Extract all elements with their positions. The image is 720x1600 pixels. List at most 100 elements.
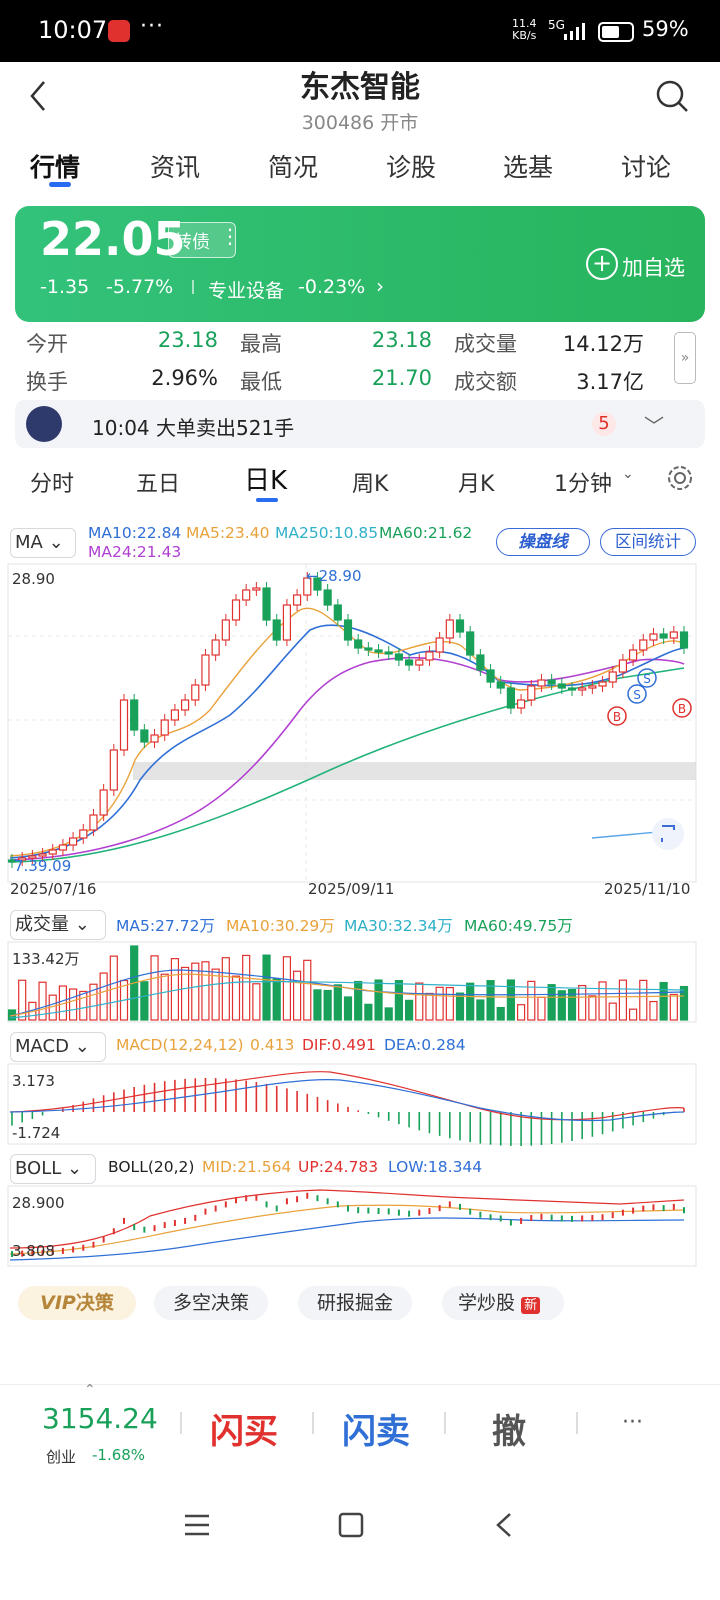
sector-link[interactable]: 专业设备: [208, 280, 285, 302]
boll-chart[interactable]: 28.900 3.808: [0, 1184, 720, 1268]
news-ticker[interactable]: [15, 400, 705, 448]
volume-bar: [38, 981, 47, 1021]
candle-body: [58, 844, 68, 851]
divider: [180, 1412, 182, 1434]
candle-body: [364, 647, 373, 651]
kline-chart[interactable]: B B S S 28.90 ←28.90 7.39.09 2025/07/16 …: [0, 560, 720, 900]
search-button[interactable]: [654, 78, 690, 114]
period-tab-1min[interactable]: 1分钟: [554, 472, 612, 497]
candle-body: [191, 684, 200, 701]
volume-bar: [404, 999, 414, 1021]
vip-suffix: 决策: [75, 1292, 114, 1314]
flash-sell-button[interactable]: 闪卖: [342, 1412, 410, 1452]
stat-turnover-label: 换手: [26, 370, 68, 394]
candle-body: [598, 681, 607, 687]
period-tab-weekly[interactable]: 周K: [352, 472, 389, 497]
candle-body: [18, 857, 27, 861]
tab-news[interactable]: 资讯: [150, 153, 201, 182]
range-stats-button[interactable]: 区间统计: [600, 528, 696, 556]
more-button[interactable]: ···: [622, 1410, 643, 1435]
learn-chip[interactable]: 学炒股 新: [442, 1286, 564, 1320]
period-tab-indicator: [256, 498, 278, 502]
plus-circle-icon[interactable]: +: [586, 248, 618, 280]
macd-chart[interactable]: 3.173 -1.724: [0, 1062, 720, 1146]
signal-type: 5G: [548, 18, 565, 32]
trading-lines-button[interactable]: 操盘线: [496, 528, 590, 556]
boll-selector[interactable]: BOLL ⌄: [10, 1154, 96, 1184]
period-tab-monthly[interactable]: 月K: [458, 472, 495, 497]
back-nav-icon[interactable]: [494, 1512, 514, 1538]
vip-decision-chip[interactable]: VIP决策: [18, 1286, 136, 1320]
cancel-order-button[interactable]: 撤: [492, 1412, 526, 1452]
buy-marker-label: B: [613, 710, 621, 724]
tab-quote[interactable]: 行情: [30, 153, 81, 182]
volume-bar: [547, 984, 556, 1021]
tab-funds[interactable]: 选基: [503, 153, 554, 182]
kline-high-arrow: ←28.90: [306, 567, 362, 585]
divider: [0, 1384, 720, 1385]
volume-bar: [201, 961, 210, 1021]
volume-bar: [394, 979, 404, 1021]
add-favorite-button[interactable]: 加自选: [622, 256, 685, 280]
home-icon[interactable]: [338, 1512, 364, 1538]
stat-amount-label: 成交额: [454, 370, 517, 394]
volume-bar: [516, 1004, 526, 1021]
sector-change: -0.23%: [298, 276, 366, 298]
back-button[interactable]: [22, 78, 58, 114]
news-text[interactable]: 10:04 大单卖出521手: [92, 416, 295, 440]
candle-body: [282, 604, 292, 641]
chevron-down-icon[interactable]: ﹀: [644, 414, 664, 438]
macd-min-label: -1.724: [12, 1124, 60, 1142]
kebab-icon[interactable]: ⋮: [220, 224, 240, 248]
period-tab-5day[interactable]: 五日: [136, 472, 181, 497]
macd-selector[interactable]: MACD ⌄: [10, 1032, 106, 1062]
macd-histogram: [11, 1078, 685, 1146]
period-tab-daily[interactable]: 日K: [244, 466, 288, 496]
volume-chart[interactable]: 133.42万: [0, 940, 720, 1024]
volume-selector[interactable]: 成交量 ⌄: [10, 910, 106, 940]
fullscreen-button[interactable]: [652, 818, 684, 850]
menu-icon[interactable]: [184, 1512, 210, 1538]
tab-discussion[interactable]: 讨论: [621, 153, 672, 182]
candle-body: [333, 604, 342, 621]
convertible-bond-button[interactable]: [168, 222, 236, 258]
ma-selector[interactable]: MA ⌄: [10, 528, 76, 558]
volume-bar: [252, 983, 261, 1021]
sell-marker-label: S: [643, 672, 651, 686]
tab-profile[interactable]: 简况: [268, 153, 319, 182]
expand-stats-button[interactable]: »: [674, 332, 696, 384]
gear-icon[interactable]: [664, 462, 696, 494]
candle-body: [608, 671, 617, 683]
new-badge: 新: [521, 1297, 541, 1314]
boll-params: BOLL(20,2): [108, 1158, 195, 1176]
ma10-line: [9, 624, 685, 859]
candle-body: [476, 654, 485, 671]
flash-buy-button[interactable]: 闪买: [210, 1412, 278, 1452]
legend-ma24: MA24:21.43: [88, 543, 182, 561]
index-value[interactable]: 3154.24: [42, 1402, 158, 1435]
legend-ma5: MA5:23.40: [186, 524, 270, 542]
sell-marker-label: S: [633, 688, 641, 702]
volume-bar: [679, 985, 689, 1021]
network-speed: 11.4 KB/s: [512, 18, 537, 42]
kline-low-label: 7.39.09: [14, 857, 71, 875]
volume-bar: [89, 983, 98, 1021]
candle-body: [150, 734, 159, 743]
volume-bar: [292, 970, 302, 1021]
volume-bar: [191, 962, 200, 1021]
period-tab-intraday[interactable]: 分时: [30, 472, 75, 497]
news-count-badge: 5: [592, 412, 616, 436]
date-start: 2025/07/16: [10, 880, 96, 898]
volume-bar: [323, 989, 332, 1021]
dea-line: [9, 1079, 685, 1122]
research-chip[interactable]: 研报掘金: [298, 1286, 412, 1320]
volume-bar: [527, 980, 536, 1021]
tab-diagnosis[interactable]: 诊股: [386, 153, 437, 182]
long-short-chip[interactable]: 多空决策: [154, 1286, 268, 1320]
chevron-up-icon[interactable]: ⌃: [84, 1382, 96, 1398]
candle-body: [272, 619, 281, 641]
support-zone: [133, 762, 696, 780]
net-speed-value: 11.4: [512, 17, 537, 30]
volume-bar: [272, 977, 281, 1021]
boll-selector-label: BOLL: [15, 1158, 62, 1179]
